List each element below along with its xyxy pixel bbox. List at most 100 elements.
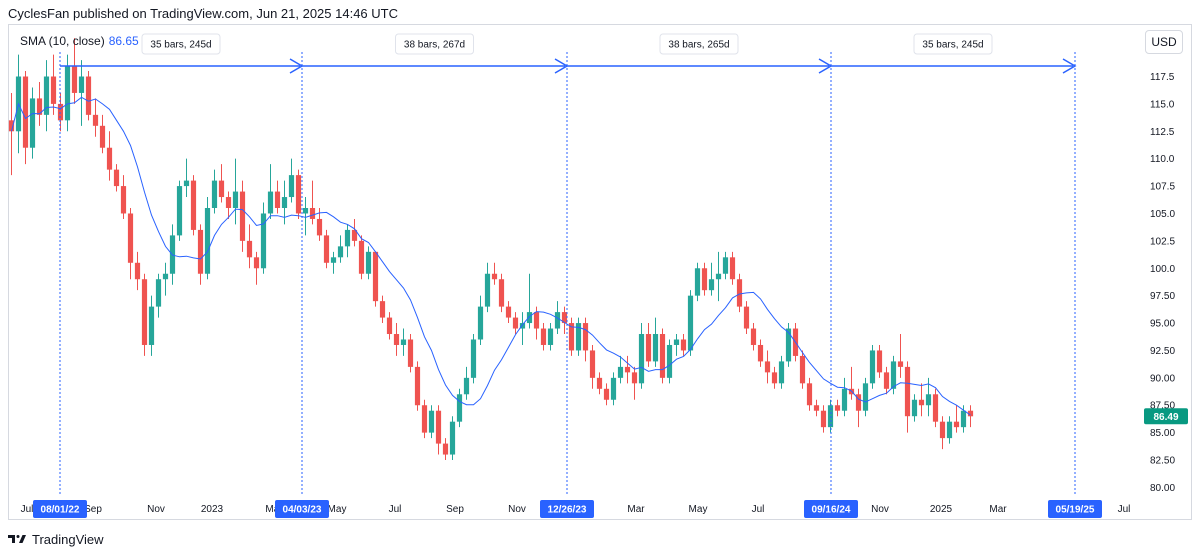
candle-body — [43, 76, 50, 115]
y-tick-label: 110.0 — [1150, 154, 1175, 165]
candle-body — [64, 65, 71, 121]
x-tick-label: Jul — [389, 504, 402, 515]
cycle-label: 35 bars, 245d — [150, 40, 211, 51]
candle-body — [288, 175, 295, 198]
candle-body — [925, 394, 932, 406]
y-tick-label: 97.50 — [1150, 291, 1175, 302]
candle-body — [36, 98, 43, 115]
candle-body — [568, 323, 575, 351]
candle-body — [862, 383, 869, 411]
candle-body — [274, 191, 281, 208]
candle-body — [757, 344, 764, 362]
x-tick-label: Mar — [265, 504, 283, 515]
candle-body — [148, 306, 155, 345]
y-tick-label: 95.00 — [1150, 319, 1175, 330]
candle-body — [645, 334, 652, 362]
candle-body — [344, 229, 351, 247]
candle-body — [946, 421, 953, 439]
candle-body — [603, 388, 610, 400]
candle-body — [351, 229, 358, 241]
cycle-label-box — [395, 33, 474, 55]
candle-body — [316, 218, 323, 236]
date-marker-label: 04/03/23 — [283, 505, 322, 516]
candle-body — [582, 323, 589, 351]
candle-body — [631, 372, 638, 384]
candle-body — [225, 197, 232, 208]
candle-body — [386, 317, 393, 335]
candle-body — [750, 328, 757, 345]
x-tick-label: Nov — [871, 504, 889, 515]
chart-frame — [8, 24, 1192, 520]
candle-body — [834, 405, 841, 411]
y-tick-label: 115.0 — [1150, 99, 1175, 110]
tradingview-logo-icon — [8, 535, 26, 543]
candle-body — [491, 273, 498, 280]
candle-body — [855, 394, 862, 411]
candle-body — [638, 334, 645, 384]
candle-body — [918, 399, 925, 406]
x-tick-label: Sep — [84, 504, 102, 515]
y-tick-label: 80.00 — [1150, 483, 1175, 494]
candle-body — [526, 312, 533, 324]
y-tick-label: 92.50 — [1150, 346, 1175, 357]
candle-body — [260, 213, 267, 269]
y-tick-label: 85.00 — [1150, 428, 1175, 439]
last-price-badge — [1144, 408, 1188, 425]
candle-body — [547, 328, 554, 345]
date-marker-label: 05/19/25 — [1056, 505, 1095, 516]
candle-body — [302, 207, 309, 214]
date-marker-badge — [540, 500, 594, 518]
candle-body — [771, 372, 778, 384]
candle-body — [666, 344, 673, 378]
candle-body — [372, 251, 379, 302]
y-tick-label: 112.5 — [1150, 127, 1175, 138]
candle-body — [22, 76, 29, 148]
x-tick-label: Sep — [446, 504, 464, 515]
candle-body — [911, 399, 918, 417]
candle-body — [218, 180, 225, 198]
candle-body — [722, 257, 729, 274]
candle-body — [512, 317, 519, 329]
candle-body — [687, 295, 694, 351]
candle-body — [232, 191, 239, 208]
candle-body — [554, 312, 561, 329]
last-price-label: 86.49 — [1153, 412, 1178, 423]
x-tick-label: Jul — [21, 504, 34, 515]
candle-body — [589, 350, 596, 378]
y-tick-label: 100.0 — [1150, 264, 1175, 275]
candle-body — [358, 240, 365, 274]
y-tick-label: 102.5 — [1150, 236, 1175, 247]
candle-body — [176, 186, 183, 236]
candle-body — [575, 323, 582, 351]
candle-body — [505, 306, 512, 318]
cycle-label: 38 bars, 265d — [668, 40, 729, 51]
cycle-label: 38 bars, 267d — [404, 40, 465, 51]
x-tick-label: May — [328, 504, 347, 515]
sma-indicator-legend[interactable]: SMA (10, close) 86.65 — [20, 34, 139, 48]
publisher-header: CyclesFan published on TradingView.com, … — [8, 6, 398, 21]
candle-body — [708, 279, 715, 291]
cycle-label-box — [659, 33, 739, 55]
candle-body — [659, 334, 666, 378]
candle-body — [883, 372, 890, 389]
x-tick-label: Nov — [147, 504, 165, 515]
x-tick-label: Jul — [752, 504, 765, 515]
candle-body — [183, 180, 190, 187]
candle-body — [365, 251, 372, 274]
currency-button[interactable]: USD — [1145, 30, 1183, 54]
candle-body — [869, 350, 876, 384]
footer-brand[interactable]: TradingView — [8, 529, 104, 549]
candle-body — [162, 273, 169, 280]
cycle-label-box — [141, 33, 221, 55]
candle-body — [204, 207, 211, 274]
candle-body — [337, 246, 344, 258]
candle-body — [932, 394, 939, 422]
candle-body — [407, 339, 414, 367]
candle-body — [106, 147, 113, 170]
date-marker-badge — [33, 500, 87, 518]
candle-body — [470, 339, 477, 378]
y-tick-label: 105.0 — [1150, 209, 1175, 220]
date-marker-badge — [804, 500, 858, 518]
candle-body — [806, 383, 813, 406]
